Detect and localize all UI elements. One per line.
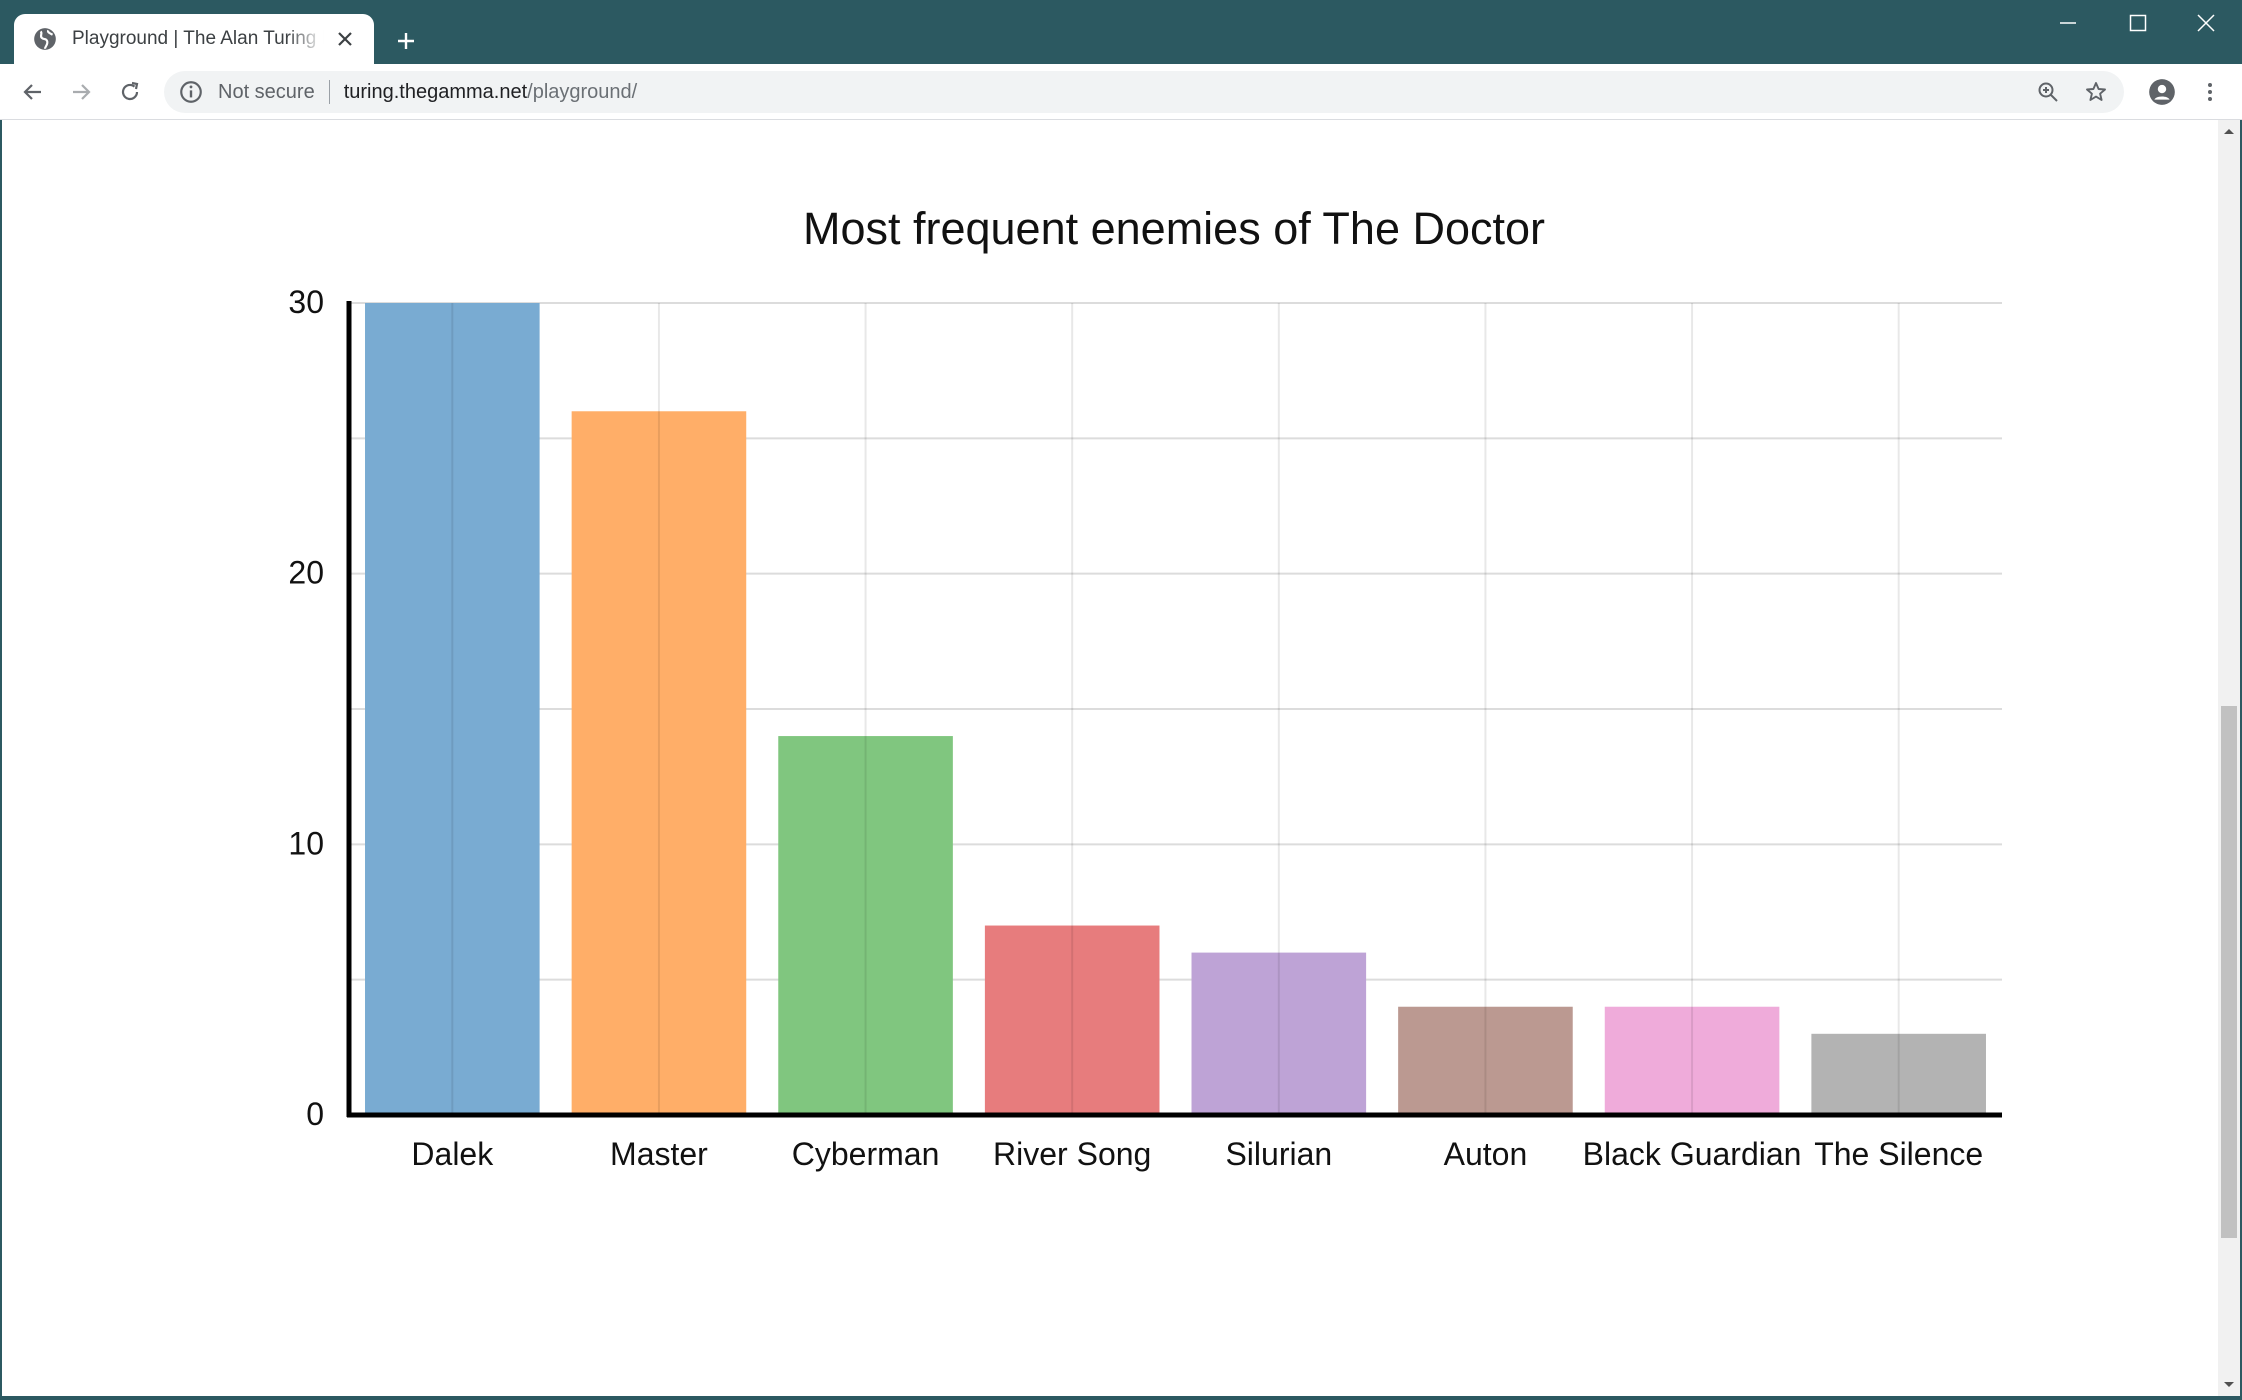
x-tick-label: The Silence [1814, 1136, 1983, 1172]
chart-axes [346, 301, 2002, 1118]
x-tick-label: Cyberman [792, 1136, 940, 1172]
x-tick-label: Silurian [1225, 1136, 1332, 1172]
x-tick-label: River Song [993, 1136, 1151, 1172]
scroll-thumb[interactable] [2221, 706, 2237, 1238]
bar [778, 736, 953, 1115]
browser-toolbar: Not secure turing.thegamma.net /playgrou… [0, 64, 2242, 120]
scroll-up-arrow-icon[interactable] [2218, 120, 2240, 142]
globe-icon [34, 28, 56, 50]
zoom-icon[interactable] [2034, 78, 2062, 106]
forward-arrow-icon[interactable] [61, 72, 101, 112]
x-tick-label: Auton [1444, 1136, 1528, 1172]
address-separator [328, 80, 330, 104]
bar [1811, 1033, 1986, 1115]
window-border [0, 1396, 2242, 1400]
menu-icon[interactable] [2190, 72, 2230, 112]
info-icon[interactable] [178, 79, 204, 105]
tab-title: Playground | The Alan Turing Institute [72, 28, 324, 49]
x-tick-labels: Dalek Master Cyberman River Song Silurian Aut… [411, 1136, 1983, 1172]
y-tick-label: 20 [288, 555, 324, 591]
profile-icon[interactable] [2142, 72, 2182, 112]
bar [984, 925, 1160, 1115]
bar [1398, 1006, 1573, 1115]
url-path: /playground/ [527, 80, 638, 103]
url-host: turing.thegamma.net [343, 80, 528, 103]
close-icon[interactable] [2172, 0, 2240, 46]
chart-bars [365, 303, 1986, 1115]
back-arrow-icon[interactable] [13, 72, 53, 112]
x-tick-label: Black Guardian [1583, 1136, 1802, 1172]
tab-strip: Playground | The Alan Turing Institute [0, 0, 2242, 64]
x-tick-label: Master [610, 1136, 708, 1172]
y-tick-label: 10 [288, 825, 324, 861]
star-icon[interactable] [2082, 78, 2110, 106]
y-tick-label: 0 [306, 1096, 324, 1132]
bar [1191, 952, 1367, 1115]
browser-tab[interactable]: Playground | The Alan Turing Institute [14, 14, 374, 64]
minimize-icon[interactable] [2034, 0, 2102, 46]
page-viewport: Most frequent enemies of The Doctor 0 10 2… [2, 120, 2218, 1396]
bar [365, 303, 540, 1115]
y-tick-label: 30 [288, 284, 324, 320]
bar [571, 411, 747, 1115]
x-tick-label: Dalek [411, 1136, 494, 1172]
close-icon[interactable] [330, 24, 360, 54]
scroll-down-arrow-icon[interactable] [2218, 1374, 2240, 1396]
reload-icon[interactable] [110, 72, 150, 112]
security-label: Not secure [218, 80, 315, 103]
address-bar[interactable]: Not secure turing.thegamma.net /playgrou… [164, 71, 2124, 113]
vertical-scrollbar[interactable] [2218, 120, 2240, 1396]
maximize-icon[interactable] [2104, 0, 2172, 46]
y-tick-labels: 0 10 20 30 [288, 284, 324, 1132]
plus-icon[interactable] [387, 22, 425, 60]
bar-chart: Most frequent enemies of The Doctor 0 10 2… [288, 203, 2002, 1172]
chart-vertical-grid [451, 303, 1900, 1115]
chart-title: Most frequent enemies of The Doctor [803, 203, 1545, 254]
bar [1604, 1006, 1780, 1115]
